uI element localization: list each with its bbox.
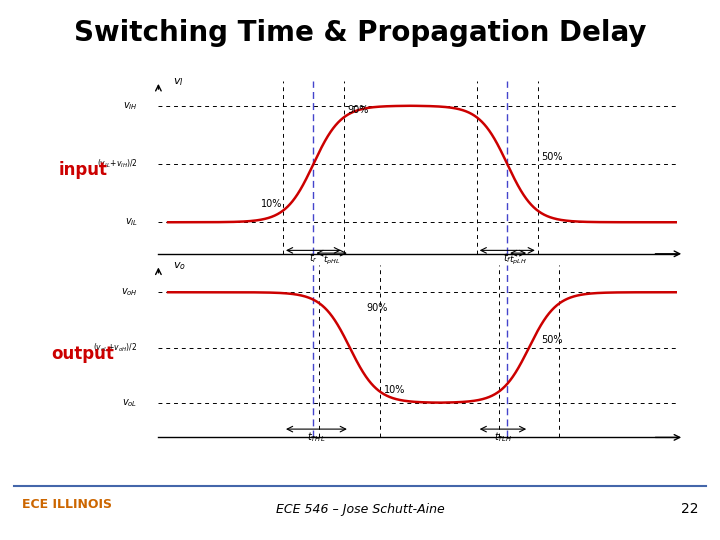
- Text: 22: 22: [681, 502, 698, 516]
- Text: $t_{THL}$: $t_{THL}$: [307, 430, 325, 443]
- Text: ECE 546 – Jose Schutt-Aine: ECE 546 – Jose Schutt-Aine: [276, 503, 444, 516]
- Text: 10%: 10%: [384, 384, 405, 395]
- Text: $v_o$: $v_o$: [173, 260, 186, 272]
- Text: $(v_{IL}\!+\!v_{IH})/2$: $(v_{IL}\!+\!v_{IH})/2$: [97, 158, 138, 170]
- Text: input: input: [58, 161, 107, 179]
- Text: $(v_{oL}\!+\!v_{oH})/2$: $(v_{oL}\!+\!v_{oH})/2$: [94, 341, 138, 354]
- Text: output: output: [51, 345, 114, 363]
- Text: $v_{oL}$: $v_{oL}$: [122, 397, 138, 409]
- Text: 90%: 90%: [366, 303, 388, 313]
- Text: $t_r$: $t_r$: [309, 251, 318, 265]
- Text: $v_{IH}$: $v_{IH}$: [123, 100, 138, 112]
- Text: $v_{oH}$: $v_{oH}$: [121, 286, 138, 298]
- Text: $t_{pHL}$: $t_{pHL}$: [323, 254, 341, 267]
- Text: $v_I$: $v_I$: [173, 76, 184, 88]
- Text: Switching Time & Propagation Delay: Switching Time & Propagation Delay: [73, 19, 647, 47]
- Text: $v_{IL}$: $v_{IL}$: [125, 217, 138, 228]
- Text: 90%: 90%: [347, 105, 369, 115]
- Text: 50%: 50%: [541, 335, 562, 346]
- Text: 10%: 10%: [261, 199, 282, 208]
- Text: ECE ILLINOIS: ECE ILLINOIS: [22, 498, 112, 511]
- Text: $t_{TLH}$: $t_{TLH}$: [494, 430, 512, 443]
- Text: $t_{pLH}$: $t_{pLH}$: [509, 254, 527, 267]
- Text: $t_f$: $t_f$: [503, 251, 512, 265]
- Text: 50%: 50%: [541, 152, 562, 162]
